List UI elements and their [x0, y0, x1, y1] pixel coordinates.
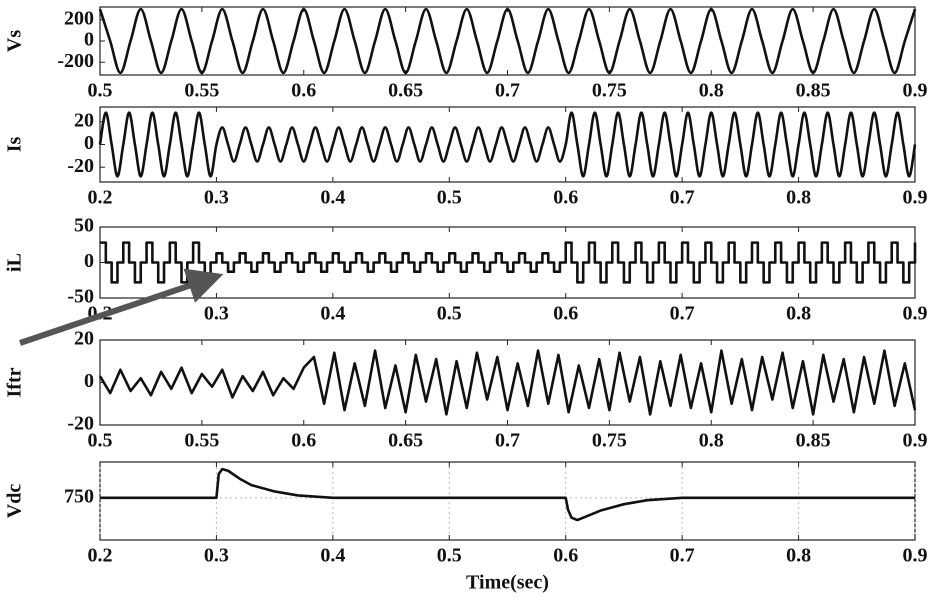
x-tick-label: 0.9	[903, 303, 928, 325]
y-tick-label: 750	[64, 485, 94, 507]
subplot: 20 0 -200.5 0.55 0.6 0.65 0.7 0.75 0.8 0.85 0.9 Ift…	[4, 328, 928, 452]
x-tick-label: 0.85	[796, 80, 831, 102]
y-axis-label: Vdc	[4, 484, 26, 519]
y-axis-label: iL	[4, 253, 26, 272]
x-tick-label: 0.9	[903, 545, 928, 567]
x-tick-label: 0.7	[670, 545, 695, 567]
subplot: 750 0.2 0.3 0.4 0.5 0.6 0.7 0.8 0.9 Vdc Time(sec)	[4, 461, 928, 594]
x-axis-label: Time(sec)	[466, 572, 549, 594]
x-tick-label: 0.9	[903, 80, 928, 102]
x-tick-label: 0.4	[320, 545, 345, 567]
y-tick-label: -20	[67, 413, 94, 435]
x-tick-label: 0.55	[184, 430, 219, 452]
waveform	[100, 467, 915, 522]
y-axis-label: Is	[4, 137, 26, 153]
y-tick-label: 20	[74, 328, 94, 350]
x-tick-label: 0.8	[699, 80, 724, 102]
x-tick-label: 0.6	[553, 187, 578, 209]
waveform	[100, 241, 917, 284]
x-tick-label: 0.3	[204, 187, 229, 209]
x-tick-label: 0.5	[437, 187, 462, 209]
y-tick-label: -200	[57, 50, 94, 72]
x-tick-label: 0.3	[204, 545, 229, 567]
x-tick-label: 0.5	[437, 303, 462, 325]
x-tick-label: 0.7	[670, 303, 695, 325]
x-tick-label: 0.6	[291, 80, 316, 102]
waveform	[98, 7, 917, 75]
y-tick-label: 0	[84, 132, 94, 154]
x-tick-label: 0.9	[903, 187, 928, 209]
x-tick-label: 0.3	[204, 303, 229, 325]
y-tick-label: -50	[67, 286, 94, 308]
x-tick-label: 0.55	[184, 80, 219, 102]
x-tick-label: 0.5	[88, 80, 113, 102]
x-tick-label: 0.8	[786, 545, 811, 567]
x-tick-label: 0.8	[786, 303, 811, 325]
x-tick-label: 0.65	[388, 80, 423, 102]
y-tick-label: 50	[74, 215, 94, 237]
x-tick-label: 0.2	[88, 187, 113, 209]
y-tick-label: 20	[74, 109, 94, 131]
plot-frame	[99, 339, 916, 426]
waveform	[98, 111, 917, 178]
plot-frame	[99, 6, 916, 76]
plot-frame	[99, 461, 916, 541]
x-tick-label: 0.4	[320, 303, 345, 325]
y-axis-label: Vs	[4, 30, 26, 52]
y-tick-label: 200	[64, 7, 94, 29]
x-tick-label: 0.75	[592, 80, 627, 102]
x-tick-label: 0.65	[388, 430, 423, 452]
x-tick-label: 0.7	[670, 187, 695, 209]
x-tick-label: 0.6	[553, 545, 578, 567]
x-tick-label: 0.4	[320, 187, 345, 209]
subplot: 200-20 0.2 0.3 0.4 0.5 0.6 0.7 0.8 0.9 Is	[4, 106, 928, 209]
x-tick-label: 0.7	[495, 430, 520, 452]
x-tick-label: 0.9	[903, 430, 928, 452]
waveform	[98, 349, 917, 416]
y-axis-label: Iftr	[4, 367, 26, 397]
x-tick-label: 0.85	[796, 430, 831, 452]
annotation-arrow	[19, 268, 224, 346]
y-tick-label: 0	[84, 29, 94, 51]
x-tick-label: 0.5	[437, 545, 462, 567]
y-tick-label: 0	[84, 250, 94, 272]
y-tick-label: 0	[84, 370, 94, 392]
x-tick-label: 0.7	[495, 80, 520, 102]
x-tick-label: 0.2	[88, 545, 113, 567]
x-tick-label: 0.6	[291, 430, 316, 452]
x-tick-label: 0.8	[786, 187, 811, 209]
subplot: 500-500.20.30.40.50.60.70.80.9iL	[4, 215, 928, 325]
x-tick-label: 0.75	[592, 430, 627, 452]
y-tick-label: -20	[67, 155, 94, 177]
x-tick-label: 0.5	[88, 430, 113, 452]
x-tick-label: 0.6	[553, 303, 578, 325]
x-tick-label: 0.8	[699, 430, 724, 452]
